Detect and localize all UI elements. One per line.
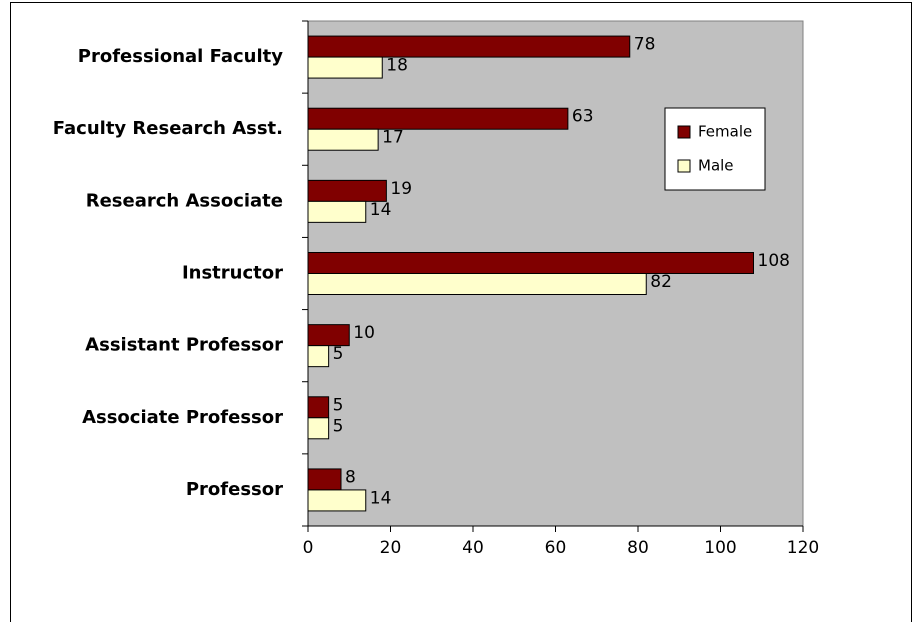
bar — [307, 468, 342, 491]
x-tick-label: 80 — [627, 538, 649, 558]
bar — [307, 200, 367, 223]
legend-label: Female — [698, 123, 752, 141]
data-label: 108 — [758, 251, 790, 271]
bar — [307, 56, 383, 79]
data-label: 78 — [634, 35, 656, 55]
data-label: 63 — [572, 107, 594, 127]
data-label: 17 — [382, 128, 404, 148]
x-tick-label: 60 — [545, 538, 567, 558]
bar — [307, 417, 330, 440]
bar — [307, 179, 387, 202]
category-label: Professor — [186, 479, 283, 500]
data-label: 10 — [353, 323, 375, 343]
x-tick-label: 0 — [303, 538, 314, 558]
legend-swatch — [677, 125, 691, 139]
category-label: Associate Professor — [82, 407, 283, 428]
data-label: 82 — [650, 272, 672, 292]
data-label: 14 — [370, 488, 392, 508]
category-label: Professional Faculty — [78, 46, 283, 67]
category-label: Assistant Professor — [85, 335, 283, 356]
category-label: Research Associate — [86, 190, 283, 211]
bar — [307, 273, 647, 295]
data-label: 5 — [333, 395, 344, 415]
x-tick-label: 40 — [462, 538, 484, 558]
bar — [307, 107, 569, 130]
data-label: 8 — [345, 467, 356, 487]
data-label: 14 — [370, 200, 392, 220]
category-label: Faculty Research Asst. — [53, 118, 283, 139]
bar — [307, 396, 330, 419]
bar — [307, 252, 754, 274]
legend-label: Male — [698, 157, 734, 175]
data-label: 18 — [386, 56, 408, 76]
data-label: 5 — [333, 344, 344, 364]
x-tick-label: 100 — [704, 538, 736, 558]
bar — [307, 35, 631, 58]
legend-box — [664, 107, 766, 191]
legend-swatch — [677, 159, 691, 173]
data-label: 5 — [333, 416, 344, 436]
bar — [307, 324, 350, 347]
x-tick-label: 20 — [380, 538, 402, 558]
category-label: Instructor — [182, 263, 283, 284]
data-label: 19 — [390, 179, 412, 199]
x-tick-label: 120 — [787, 538, 819, 558]
bar — [307, 345, 330, 368]
bar — [307, 128, 379, 151]
bar — [307, 489, 367, 512]
